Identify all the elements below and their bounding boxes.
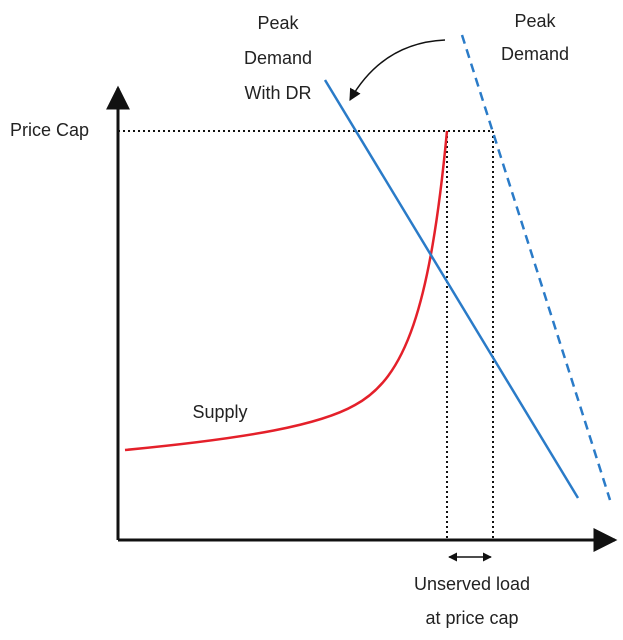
peak-demand-line (460, 34, 612, 501)
label-line: Unserved load (414, 574, 530, 594)
shift-arrow (349, 39, 446, 102)
label-line: at price cap (425, 608, 518, 628)
label-line: Peak (514, 11, 556, 31)
label-line: Demand (501, 44, 569, 64)
supply-label: Supply (192, 402, 247, 422)
label-line: Demand (244, 48, 312, 68)
demand-with-dr-line (323, 79, 580, 499)
price-cap-label: Price Cap (10, 120, 89, 140)
label-line: Peak (257, 13, 299, 33)
label-line: With DR (245, 83, 312, 103)
supply-curve (124, 130, 449, 452)
